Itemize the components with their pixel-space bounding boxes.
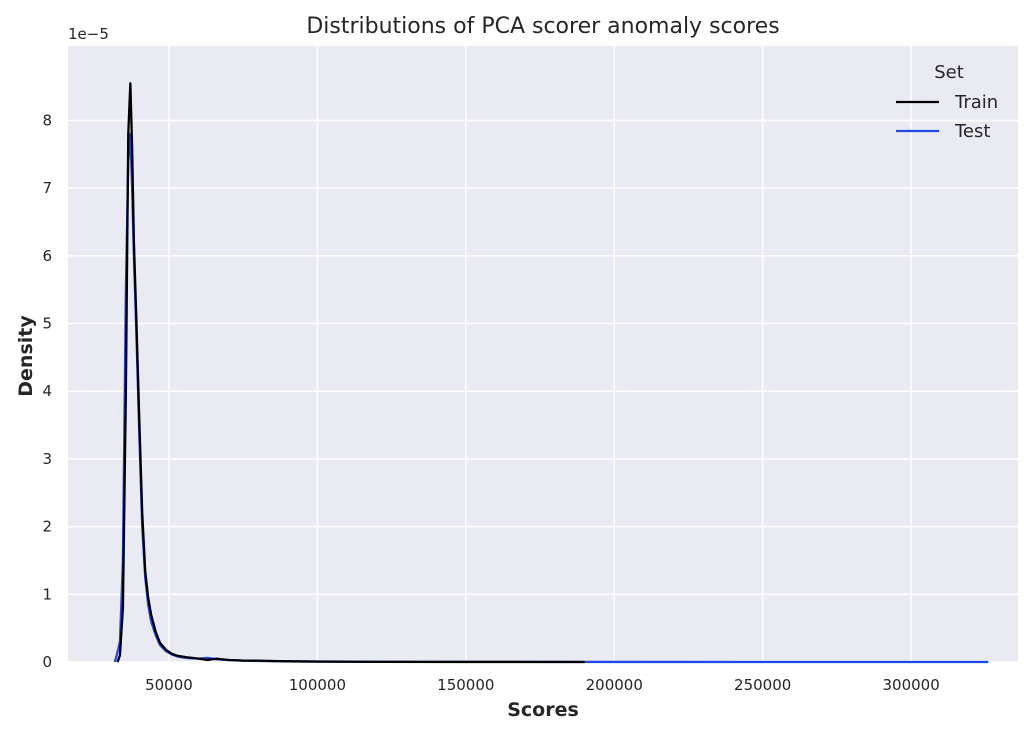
x-tick-label: 200000: [586, 676, 643, 694]
y-tick-label: 7: [42, 179, 52, 197]
series-line-train: [116, 82, 585, 664]
x-tick-labels: 50000 100000 150000 200000 250000 300000: [145, 676, 940, 694]
y-axis-multiplier: 1e−5: [68, 25, 109, 43]
x-axis-title: Scores: [507, 699, 579, 721]
x-tick-label: 300000: [882, 676, 939, 694]
legend-label: Train: [954, 92, 998, 113]
y-tick-label: 4: [42, 382, 52, 400]
y-tick-label: 3: [42, 450, 52, 468]
legend-item-test: Test: [896, 121, 990, 142]
legend-label: Test: [954, 121, 990, 142]
x-tick-label: 150000: [437, 676, 494, 694]
plot-background: [68, 46, 1018, 662]
x-tick-label: 250000: [734, 676, 791, 694]
y-tick-label: 1: [42, 585, 52, 603]
y-axis-title: Density: [15, 315, 37, 397]
y-tick-labels: 0 1 2 3 4 5 6 7 8: [42, 111, 52, 671]
y-tick-label: 8: [42, 111, 52, 129]
legend-item-train: Train: [896, 92, 998, 113]
y-tick-label: 0: [42, 653, 52, 671]
y-tick-label: 2: [42, 518, 52, 536]
grid: [68, 46, 1018, 663]
x-tick-label: 100000: [289, 676, 346, 694]
y-tick-label: 5: [42, 315, 52, 333]
series-layer: [113, 82, 989, 664]
legend: Set Train Test: [896, 62, 998, 142]
legend-title: Set: [934, 62, 964, 83]
y-tick-label: 6: [42, 247, 52, 265]
chart-title: Distributions of PCA scorer anomaly scor…: [306, 14, 779, 39]
x-tick-label: 50000: [145, 676, 193, 694]
